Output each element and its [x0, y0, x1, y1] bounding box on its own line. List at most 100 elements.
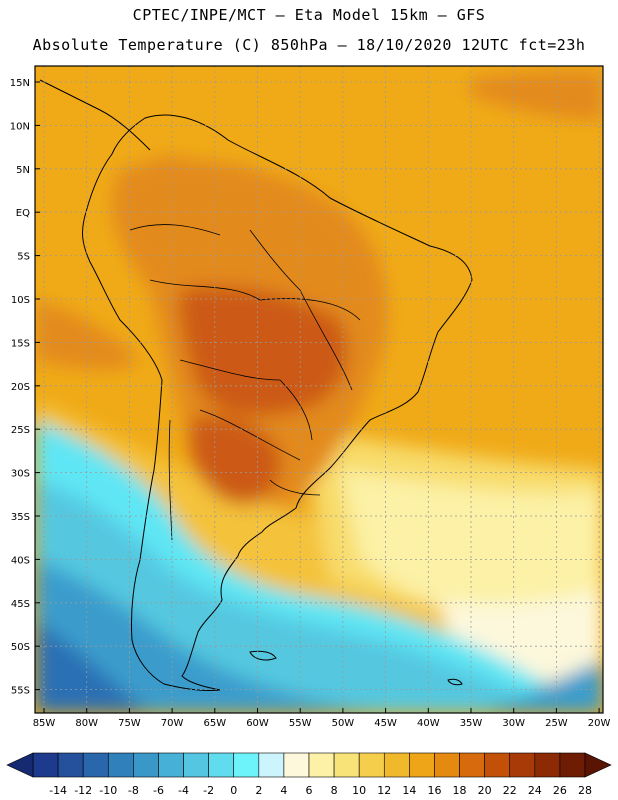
colorbar-swatch	[183, 752, 209, 778]
band-midblue	[35, 560, 380, 713]
lon-label: 30W	[502, 718, 525, 729]
colorbar-swatch	[484, 752, 511, 778]
lon-label: 25W	[545, 718, 568, 729]
chaco-hot	[190, 416, 281, 505]
colorbar-tick: 12	[377, 784, 391, 797]
border-4	[199, 409, 301, 461]
colorbar-tick: -10	[99, 784, 117, 797]
border-7	[269, 479, 321, 496]
colorbar-tick: 2	[255, 784, 262, 797]
band-paleyellow	[340, 470, 603, 621]
colorbar-tick: 26	[553, 784, 567, 797]
lon-label: 70W	[161, 718, 184, 729]
colorbar-swatch	[133, 752, 159, 778]
colorbar-swatch	[57, 752, 84, 778]
colorbar-swatch	[358, 752, 385, 778]
colorbar-tick: 8	[331, 784, 338, 797]
colorbar-tick: -6	[153, 784, 164, 797]
colorbar-tick: 10	[352, 784, 366, 797]
lat-label: 25S	[11, 425, 30, 436]
colorbar-tick: -12	[74, 784, 92, 797]
colorbar-swatch	[333, 752, 360, 778]
lon-label: 40W	[417, 718, 440, 729]
band-se-blue	[480, 660, 603, 713]
colorbar-swatch	[509, 752, 536, 778]
falklands-east	[249, 650, 277, 661]
lat-label: 45S	[11, 599, 30, 610]
colorbar-swatch	[82, 752, 109, 778]
lat-label: 10S	[11, 295, 30, 306]
colorbar-tick: 16	[427, 784, 441, 797]
lon-label: 20W	[588, 718, 611, 729]
lat-label: 35S	[11, 512, 30, 523]
lon-label: 65W	[203, 718, 226, 729]
colorbar-swatch	[32, 752, 59, 778]
colorbar-swatch	[434, 752, 460, 778]
lon-label: 80W	[75, 718, 98, 729]
colorbar-swatch	[409, 752, 435, 778]
colorbar-swatch	[559, 752, 586, 778]
lat-label: 5S	[17, 252, 30, 263]
border-3	[179, 359, 313, 441]
country-borders	[129, 224, 361, 541]
border-2	[249, 229, 353, 391]
temperature-field	[35, 66, 603, 713]
colorbar-tick: 14	[402, 784, 416, 797]
colorbar-tick: 22	[503, 784, 517, 797]
lon-label: 55W	[289, 718, 312, 729]
colorbar-tick: -14	[49, 784, 67, 797]
lat-label: 15N	[10, 78, 30, 89]
lat-label: 55S	[11, 686, 30, 697]
coastlines	[39, 79, 473, 691]
border-5	[168, 419, 173, 541]
colorbar-swatch	[283, 752, 310, 778]
colorbar-swatch	[308, 752, 335, 778]
colorbar-swatch	[208, 752, 235, 778]
border-1	[149, 279, 361, 321]
lon-label: 60W	[246, 718, 269, 729]
colorbar-tick-labels: -14 -12 -10 -8 -6 -4 -2 0 2 4 6 8 10 12 14 16 18 20 22 24 26…	[49, 784, 592, 797]
colorbar-tick: 4	[280, 784, 287, 797]
lat-label: 10N	[10, 121, 30, 132]
lon-label: 45W	[374, 718, 397, 729]
caribbean-warm	[470, 70, 603, 120]
north-warm	[150, 156, 220, 214]
lon-label: 50W	[332, 718, 355, 729]
colorbar-low-arrow	[6, 752, 34, 778]
south-america-coast	[82, 114, 473, 691]
colorbar-swatch	[258, 752, 285, 778]
colorbar-tick: 6	[306, 784, 313, 797]
lon-label: 85W	[33, 718, 56, 729]
lat-label: 20S	[11, 382, 30, 393]
latitude-labels: 15N 10N 5N EQ 5S 10S 15S 20S 25S 30S 35S 40S 45S 50S 5…	[10, 78, 40, 697]
colorbar-swatch	[534, 752, 561, 778]
title-line-1: CPTEC/INPE/MCT — Eta Model 15km — GFS	[132, 6, 486, 24]
colorbar-tick: 24	[528, 784, 542, 797]
map-frame	[34, 65, 604, 714]
colorbar-swatch	[383, 752, 410, 778]
lat-label: 40S	[11, 555, 30, 566]
pacific-warm	[35, 300, 140, 370]
border-6	[129, 224, 221, 236]
band-cream	[440, 590, 603, 690]
colorbar-tick: -4	[178, 784, 189, 797]
central-america-coast	[39, 79, 151, 151]
lat-label: 5N	[16, 165, 30, 176]
colorbar-swatch	[158, 752, 184, 778]
lat-label: 30S	[11, 469, 30, 480]
central-hot	[179, 286, 348, 416]
lon-label: 35W	[460, 718, 483, 729]
south-georgia	[447, 678, 463, 686]
lon-label: 75W	[118, 718, 141, 729]
colorbar-tick: 0	[230, 784, 237, 797]
colorbar-tick: -8	[128, 784, 139, 797]
colorbar-swatch	[233, 752, 260, 778]
colorbar-swatch	[459, 752, 485, 778]
lat-label: EQ	[16, 208, 30, 219]
longitude-labels: 85W 80W 75W 70W 65W 60W 55W 50W 45W 40W 35W 30W 25W 2…	[33, 708, 611, 729]
colorbar-swatch	[107, 752, 134, 778]
colorbar-tick: -2	[203, 784, 214, 797]
lat-label: 15S	[11, 338, 30, 349]
